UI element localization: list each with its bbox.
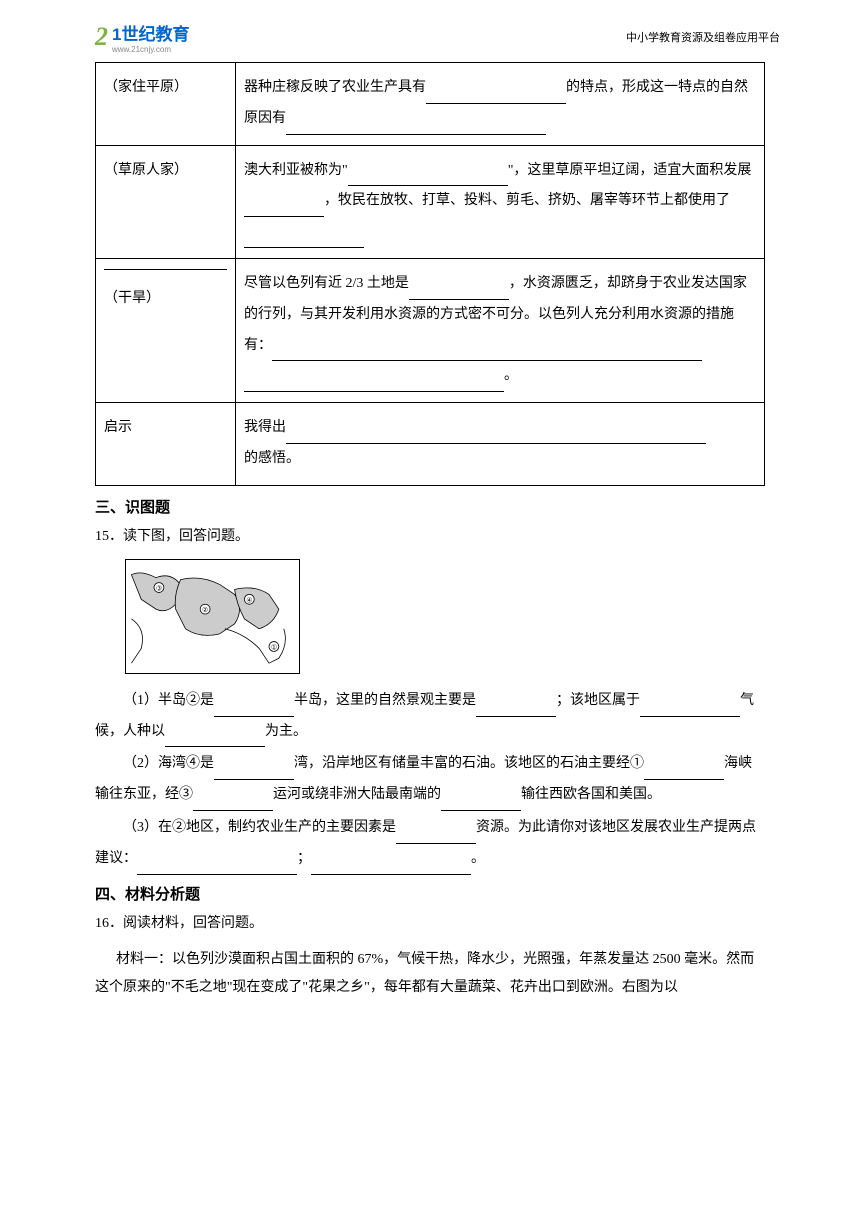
blank-input[interactable]: [476, 716, 556, 717]
logo-url: www.21cnjy.com: [112, 45, 189, 54]
logo-icon: 2: [95, 22, 108, 52]
blank-input[interactable]: [272, 360, 702, 361]
text-fragment: "，这里草原平坦辽阔，适宜大面积发展: [508, 163, 752, 178]
q16-intro: 16．阅读材料，回答问题。: [95, 910, 765, 938]
row3-col1: （干旱）: [96, 258, 236, 402]
row1-col1: （家住平原）: [96, 63, 236, 146]
row3-col2: 尽管以色列有近 2/3 土地是，水资源匮乏，却跻身于农业发达国家的行列，与其开发…: [236, 258, 765, 402]
text-fragment: （1）半岛②是: [123, 693, 214, 708]
row2-col2: 澳大利亚被称为" "，这里草原平坦辽阔，适宜大面积发展 ，牧民在放牧、打草、投料、剪…: [236, 145, 765, 258]
row4-col1: 启示: [96, 403, 236, 486]
text-fragment: 有：: [244, 338, 272, 353]
svg-text:④: ④: [246, 596, 252, 604]
map-svg: ③ ② ④ ①: [126, 560, 299, 673]
text-fragment: ，牧民在放牧、打草、投料、剪毛、挤奶、屠宰等环节上都使用了: [324, 193, 730, 208]
blank-input[interactable]: [244, 247, 364, 248]
blank-input[interactable]: [409, 299, 509, 300]
blank-input[interactable]: [137, 874, 297, 875]
text-fragment: ；: [297, 851, 311, 866]
svg-text:③: ③: [156, 584, 162, 592]
table-row: 启示 我得出 的感悟。: [96, 403, 765, 486]
table-row: （干旱） 尽管以色列有近 2/3 土地是，水资源匮乏，却跻身于农业发达国家的行列…: [96, 258, 765, 402]
text-fragment: 我得出: [244, 420, 286, 435]
text-fragment: 的感悟。: [244, 451, 300, 466]
material1: 材料一：以色列沙漠面积占国土面积的 67%，气候干热，降水少，光照强，年蒸发量达…: [95, 946, 765, 1002]
blank-input[interactable]: [165, 746, 265, 747]
blank-input[interactable]: [286, 443, 706, 444]
blank-input[interactable]: [311, 874, 471, 875]
worksheet-table: （家住平原） 器种庄稼反映了农业生产具有的特点，形成这一特点的自然原因有 （草原…: [95, 62, 765, 486]
logo: 2 1世纪教育 www.21cnjy.com: [95, 20, 189, 54]
blank-input[interactable]: [193, 810, 273, 811]
page-content: （家住平原） 器种庄稼反映了农业生产具有的特点，形成这一特点的自然原因有 （草原…: [0, 62, 860, 1002]
text-fragment: （干旱）: [104, 291, 160, 306]
q15-2: （2）海湾④是湾，沿岸地区有储量丰富的石油。该地区的石油主要经①海峡输往东亚，经…: [95, 749, 765, 811]
map-image: ③ ② ④ ①: [125, 559, 300, 674]
text-fragment: 湾，沿岸地区有储量丰富的石油。该地区的石油主要经①: [294, 756, 644, 771]
blank-input[interactable]: [244, 391, 504, 392]
text-fragment: 输往西欧各国和美国。: [521, 787, 661, 802]
q15-1: （1）半岛②是半岛，这里的自然景观主要是；该地区属于气候，人种以为主。: [95, 686, 765, 748]
blank-input[interactable]: [214, 779, 294, 780]
page-header: 2 1世纪教育 www.21cnjy.com 中小学教育资源及组卷应用平台: [0, 0, 860, 62]
row1-col2: 器种庄稼反映了农业生产具有的特点，形成这一特点的自然原因有: [236, 63, 765, 146]
blank-input[interactable]: [441, 810, 521, 811]
text-fragment: 澳大利亚被称为": [244, 163, 348, 178]
blank-input[interactable]: [286, 134, 546, 135]
row2-col1: （草原人家）: [96, 145, 236, 258]
text-fragment: 器种庄稼反映了农业生产具有: [244, 80, 426, 95]
text-fragment: （3）在②地区，制约农业生产的主要因素是: [123, 820, 396, 835]
blank-input[interactable]: [104, 269, 227, 270]
text-fragment: 。: [471, 851, 485, 866]
text-fragment: 运河或绕非洲大陆最南端的: [273, 787, 441, 802]
text-fragment: （2）海湾④是: [123, 756, 214, 771]
blank-input[interactable]: [644, 779, 724, 780]
text-fragment: ；该地区属于: [556, 693, 640, 708]
table-row: （草原人家） 澳大利亚被称为" "，这里草原平坦辽阔，适宜大面积发展 ，牧民在放牧、…: [96, 145, 765, 258]
header-right-text: 中小学教育资源及组卷应用平台: [626, 29, 780, 45]
text-fragment: 尽管以色列有近 2/3 土地是: [244, 276, 409, 291]
section4-heading: 四、材料分析题: [95, 883, 765, 904]
text-fragment: 为主。: [265, 724, 307, 739]
blank-input[interactable]: [214, 716, 294, 717]
svg-text:②: ②: [202, 606, 208, 614]
row4-col2: 我得出 的感悟。: [236, 403, 765, 486]
blank-input[interactable]: [426, 103, 566, 104]
q15-3: （3）在②地区，制约农业生产的主要因素是资源。为此请你对该地区发展农业生产提两点…: [95, 813, 765, 875]
section3-heading: 三、识图题: [95, 496, 765, 517]
logo-text-block: 1世纪教育 www.21cnjy.com: [112, 20, 189, 54]
blank-input[interactable]: [348, 185, 508, 186]
table-row: （家住平原） 器种庄稼反映了农业生产具有的特点，形成这一特点的自然原因有: [96, 63, 765, 146]
blank-input[interactable]: [396, 843, 476, 844]
logo-main-text: 1世纪教育: [112, 20, 189, 45]
text-fragment: 半岛，这里的自然景观主要是: [294, 693, 476, 708]
svg-text:①: ①: [271, 643, 277, 651]
blank-input[interactable]: [244, 216, 324, 217]
blank-input[interactable]: [640, 716, 740, 717]
q15-intro: 15．读下图，回答问题。: [95, 523, 765, 551]
